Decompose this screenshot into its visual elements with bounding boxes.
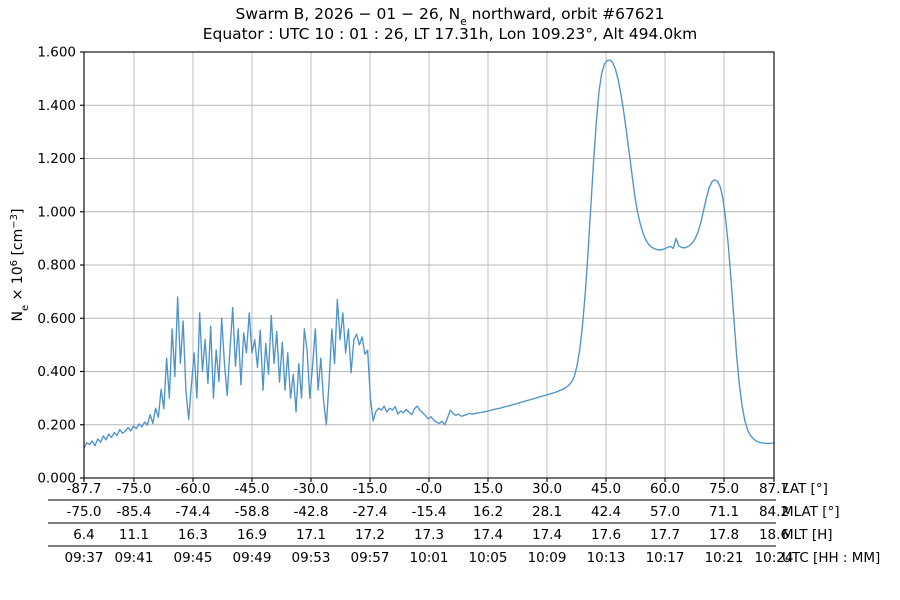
axis-row-value: -60.0	[175, 481, 210, 497]
axis-row-value: 09:41	[115, 550, 154, 566]
axis-row-value: 28.1	[532, 504, 562, 520]
axis-row-value: 10:24	[755, 550, 794, 566]
axis-row-value: 10:17	[646, 550, 685, 566]
axis-row-value: 71.1	[709, 504, 739, 520]
axis-row-value: 84.2	[759, 504, 789, 520]
y-tick-label: 0.600	[37, 311, 76, 327]
axis-row-value: -15.0	[353, 481, 388, 497]
axis-row-value: -74.4	[175, 504, 210, 520]
y-tick-label: 0.200	[37, 417, 76, 433]
axis-row-value: 09:57	[351, 550, 390, 566]
axis-row-value: 30.0	[532, 481, 562, 497]
y-axis-label: Ne × 106 [cm−3]	[9, 209, 31, 322]
axis-row-value: 10:09	[528, 550, 567, 566]
axis-row-value: 15.0	[473, 481, 503, 497]
axis-row-value: 42.4	[591, 504, 621, 520]
axis-row-value: 17.3	[414, 527, 444, 543]
axis-row-value: 10:01	[410, 550, 449, 566]
axis-row-value: 17.6	[591, 527, 621, 543]
axis-row-value: 6.4	[73, 527, 94, 543]
y-tick-label: 0.800	[37, 258, 76, 274]
y-tick-label: 1.000	[37, 204, 76, 220]
axis-row-value: 87.7	[759, 481, 789, 497]
y-tick-label: 1.200	[37, 151, 76, 167]
axis-row-value: 18.6	[759, 527, 789, 543]
axis-row-label: MLAT [°]	[782, 504, 840, 520]
axis-row-value: 17.4	[532, 527, 562, 543]
axis-row-value: 17.4	[473, 527, 503, 543]
electron-density-curve	[83, 59, 775, 449]
axis-row-value: 16.2	[473, 504, 503, 520]
plot-frame	[83, 51, 775, 479]
axis-row-value: 16.9	[237, 527, 267, 543]
axis-row-value: 17.8	[709, 527, 739, 543]
axis-row-value: 17.1	[296, 527, 326, 543]
axis-row-value: 57.0	[650, 504, 680, 520]
axis-row-value: 75.0	[709, 481, 739, 497]
y-tick-label: 1.600	[37, 45, 76, 61]
axis-row-value: 09:37	[65, 550, 104, 566]
axis-row-value: -15.4	[412, 504, 447, 520]
axis-row-value: 10:21	[705, 550, 744, 566]
axis-row-value: 17.2	[355, 527, 385, 543]
axis-row-value: -87.7	[67, 481, 102, 497]
axis-row-value: -30.0	[294, 481, 329, 497]
figure-title-line2: Equator : UTC 10 : 01 : 26, LT 17.31h, L…	[203, 25, 698, 43]
axis-row-value: 60.0	[650, 481, 680, 497]
axis-row-value: 45.0	[591, 481, 621, 497]
axis-row-value: -27.4	[353, 504, 388, 520]
axis-row-value: -0.0	[416, 481, 442, 497]
axis-row-value: -75.0	[67, 504, 102, 520]
axis-row-value: 10:05	[469, 550, 508, 566]
y-axis-ticks: 0.000 0.200 0.400 0.600 0.800 1.000 1.200 1.400…	[37, 45, 84, 487]
axis-row-value: -45.0	[235, 481, 270, 497]
axis-row-label: MLT [H]	[782, 527, 833, 543]
y-tick-label: 1.400	[37, 98, 76, 114]
axis-row-value: -85.4	[116, 504, 151, 520]
axis-row-value: 09:45	[174, 550, 213, 566]
axis-row-value: -42.8	[294, 504, 329, 520]
axis-row-value: 17.7	[650, 527, 680, 543]
axis-row-value: 10:13	[587, 550, 626, 566]
axis-row-value: 16.3	[178, 527, 208, 543]
axis-row-label: LAT [°]	[782, 481, 828, 497]
figure-title-line1: Swarm B, 2026 − 01 − 26, Ne northward, o…	[236, 5, 665, 28]
axis-row-value: 09:49	[233, 550, 272, 566]
axis-row-value: 11.1	[119, 527, 149, 543]
axis-row-value: -75.0	[116, 481, 151, 497]
axis-rows: -87.7 -75.0 -60.0 -45.0 -30.0 -15.0 -0.0 15.0 30…	[48, 481, 880, 566]
y-tick-label: 0.000	[37, 471, 76, 487]
y-tick-label: 0.400	[37, 364, 76, 380]
x-axis-ticks	[83, 478, 775, 482]
axis-row-label: UTC [HH : MM]	[782, 550, 880, 566]
axis-row-value: -58.8	[235, 504, 270, 520]
axis-row-value: 09:53	[292, 550, 331, 566]
